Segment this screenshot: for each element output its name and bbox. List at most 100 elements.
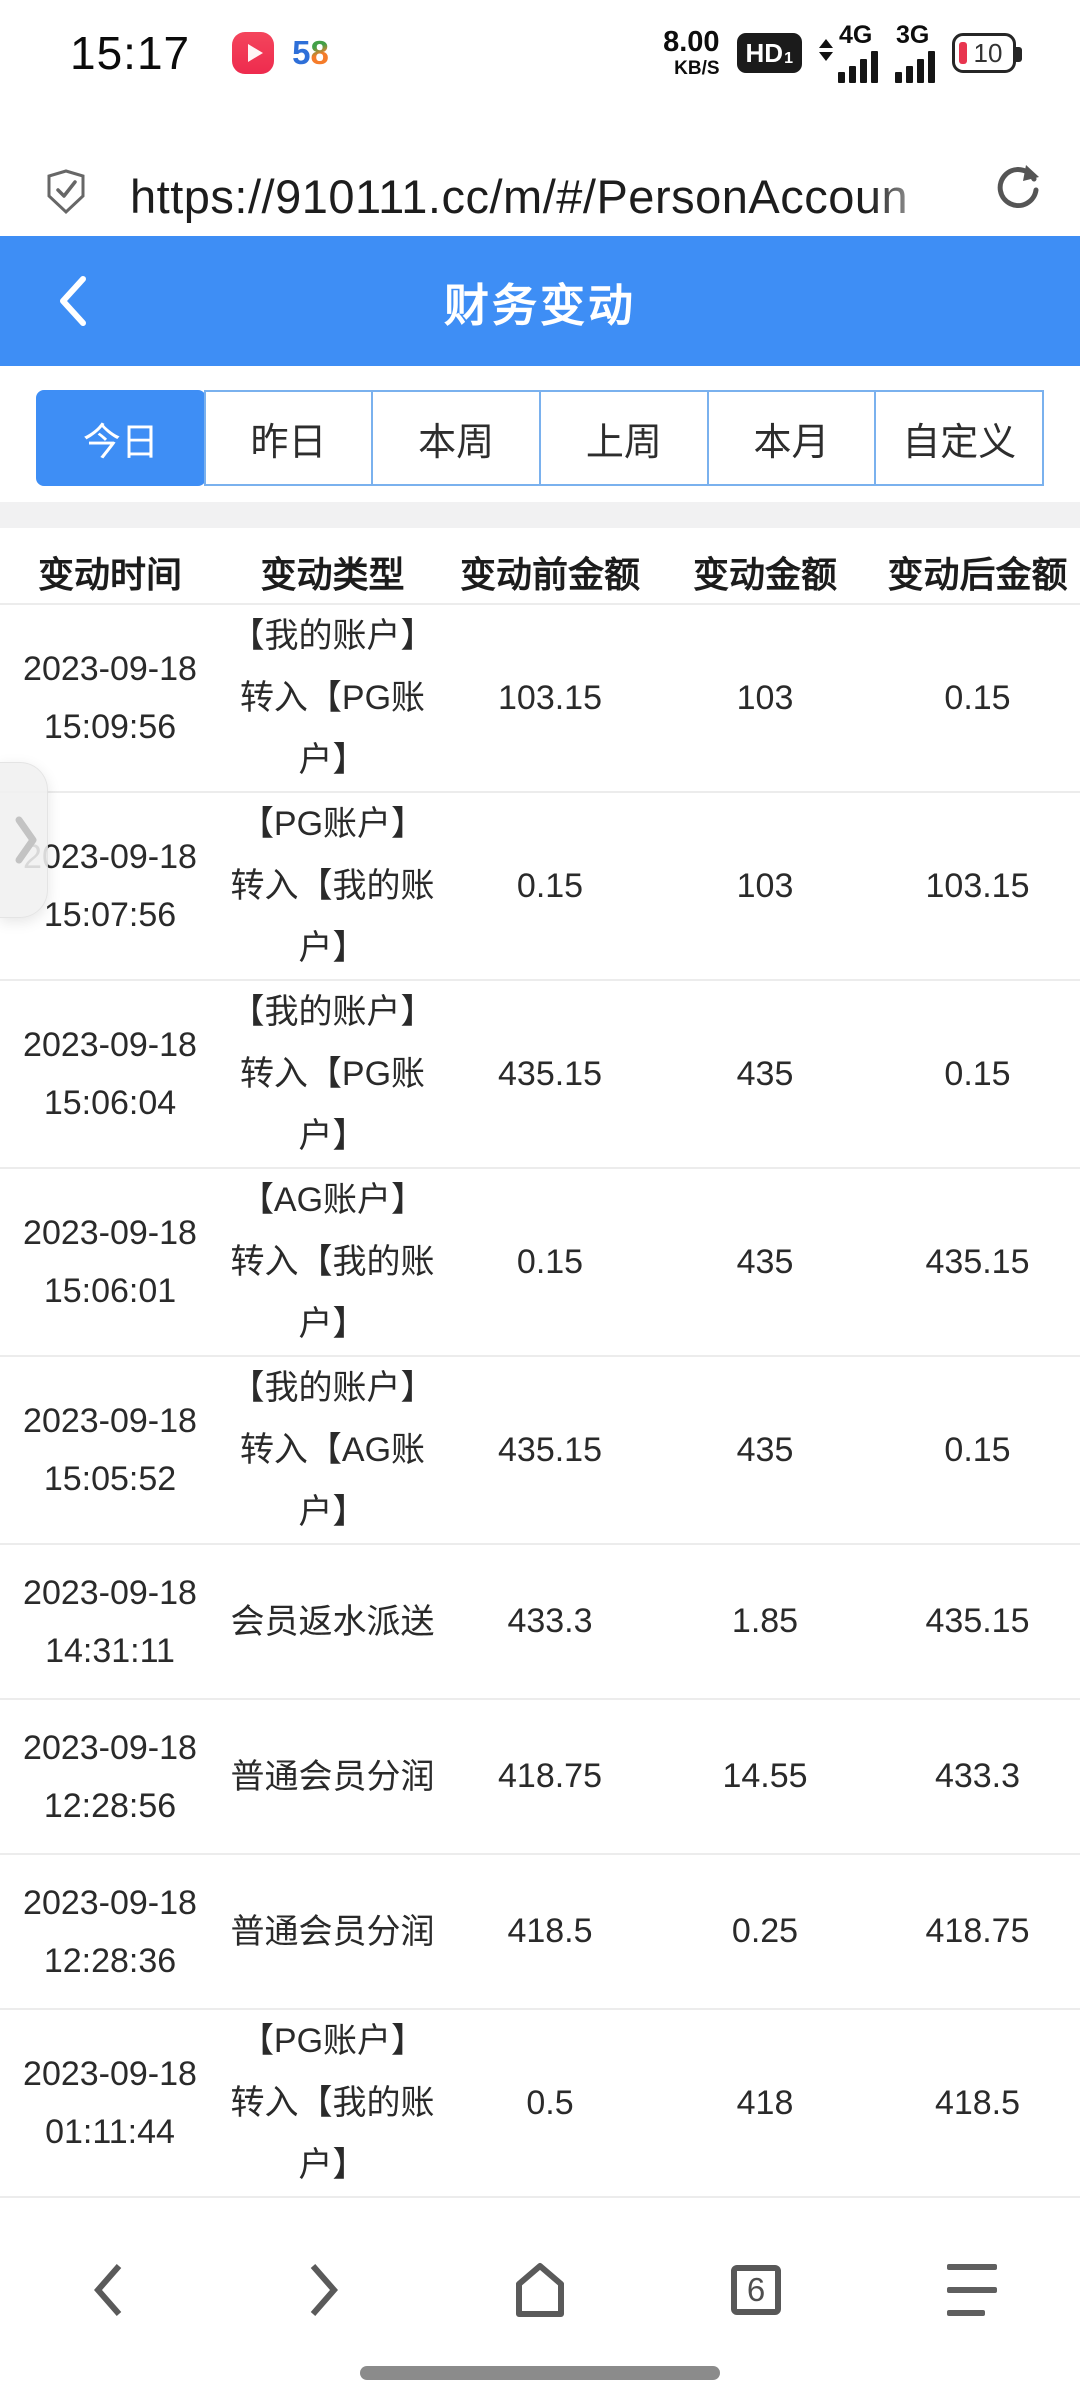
app-badge-58: 58 [292,34,329,71]
row-change-type: 【我的账户】转入【PG账户】 [230,617,435,779]
filter-tab[interactable]: 本月 [706,390,877,486]
row-change-type: 【AG账户】转入【我的账户】 [230,1181,435,1343]
browser-url-bar[interactable]: https://910111.cc/m/#/PersonAccoun [0,96,1080,236]
row-date: 2023-09-18 [23,1573,197,1612]
table-row: 2023-09-18 15:07:56 【PG账户】转入【我的账户】 0.15 … [0,793,1080,981]
browser-bottom-nav: 6 [0,2235,1080,2400]
column-header-before-amount: 变动前金额 [459,553,640,595]
row-amount-change: 0.25 [731,1912,799,1950]
row-change-type: 普通会员分润 [230,1912,435,1951]
row-amount-change: 435 [736,1430,794,1469]
row-timestamp: 15:09:56 [43,708,177,746]
nav-menu-button[interactable] [864,2264,1080,2316]
row-timestamp: 15:06:01 [43,1272,177,1310]
column-header-after-amount: 变动后金额 [887,553,1068,595]
network-speed: 8.00 KB/S [663,26,720,79]
row-amount-before: 435.15 [498,1430,602,1469]
row-timestamp: 01:11:44 [45,2113,175,2151]
table-row: 2023-09-18 15:09:56 【我的账户】转入【PG账户】 103.1… [0,605,1080,793]
row-amount-change: 435 [736,1054,794,1093]
row-amount-before: 103.15 [498,678,602,717]
nav-home-button[interactable] [432,2262,648,2318]
column-header-change-amount: 变动金额 [692,553,837,595]
row-amount-after: 418.5 [934,2083,1021,2122]
row-timestamp: 15:06:04 [43,1084,177,1122]
column-header-time: 变动时间 [37,553,182,595]
column-header-type: 变动类型 [260,553,405,595]
nav-forward-button[interactable] [216,2261,432,2319]
nav-tabs-button[interactable]: 6 [648,2265,864,2315]
row-change-type: 会员返水派送 [230,1602,435,1641]
row-time-cell: 2023-09-18 15:06:01 [0,1204,220,1320]
status-icons-cluster: 8.00 KB/S HD 1 4G 3G 10 [663,23,1022,83]
site-security-shield-icon[interactable] [46,169,86,220]
table-row: 2023-09-18 01:11:44 【PG账户】转入【我的账户】 0.5 4… [0,2010,1080,2198]
row-time-cell: 2023-09-18 12:28:56 [0,1719,220,1835]
row-amount-after: 0.15 [944,1430,1011,1469]
clock: 15:17 [70,27,191,79]
table-row: 2023-09-18 12:28:36 普通会员分润 418.5 0.25 41… [0,1855,1080,2010]
page-header: 财务变动 [0,236,1080,366]
row-timestamp: 12:28:36 [43,1941,177,1980]
filter-tab[interactable]: 今日 [36,390,206,486]
row-date: 2023-09-18 [23,650,197,688]
back-icon[interactable] [52,272,92,335]
chevron-right-icon [310,2264,338,2316]
refresh-icon[interactable] [990,159,1044,218]
row-time-cell: 2023-09-18 12:28:36 [0,1874,220,1990]
transaction-list: 2023-09-18 15:09:56 【我的账户】转入【PG账户】 103.1… [0,605,1080,2198]
row-amount-change: 103 [736,866,794,905]
floating-sidebar-handle[interactable] [0,762,48,918]
table-header-row: 变动时间 变动类型 变动前金额 变动金额 变动后金额 [0,540,1080,605]
data-updown-arrows-icon [819,39,833,61]
date-filter-tabs: 今日 昨日 本周 上周 本月 自定义 [36,390,1045,486]
battery-icon: 10 [952,33,1022,73]
row-amount-before: 0.15 [516,866,584,905]
table-row: 2023-09-18 15:06:04 【我的账户】转入【PG账户】 435.1… [0,981,1080,1169]
row-amount-change: 14.55 [722,1757,808,1795]
chevron-right-icon [15,816,36,864]
row-amount-after: 433.3 [934,1757,1021,1795]
row-amount-before: 0.5 [526,2083,574,2122]
row-time-cell: 2023-09-18 15:07:56 [0,828,220,944]
row-time-cell: 2023-09-18 15:06:04 [0,1016,220,1132]
row-date: 2023-09-18 [23,2055,197,2093]
status-bar: 15:17 58 8.00 KB/S HD 1 4G 3G 10 [0,0,1080,96]
section-divider-strip [0,502,1080,528]
row-time-cell: 2023-09-18 01:11:44 [0,2045,220,2161]
table-row: 2023-09-18 14:31:11 会员返水派送 433.3 1.85 43… [0,1545,1080,1700]
signal-bars-icon [895,51,935,83]
row-amount-change: 418 [736,2083,794,2122]
row-date: 2023-09-18 [23,1728,197,1767]
row-amount-before: 418.75 [498,1757,602,1795]
url-text-container[interactable]: https://910111.cc/m/#/PersonAccoun [130,169,960,224]
row-change-type: 【PG账户】转入【我的账户】 [230,805,435,967]
filter-tab[interactable]: 本周 [371,390,542,486]
filter-tab[interactable]: 上周 [539,390,709,486]
signal-bars-icon [838,51,878,83]
chevron-left-icon [94,2264,122,2316]
table-row: 2023-09-18 15:05:52 【我的账户】转入【AG账户】 435.1… [0,1357,1080,1545]
row-amount-change: 1.85 [731,1602,799,1640]
row-timestamp: 14:31:11 [45,1631,175,1670]
url-text[interactable]: https://910111.cc/m/#/PersonAccoun [130,170,909,223]
row-change-type: 【我的账户】转入【AG账户】 [230,1369,435,1531]
sim2-signal-icon: 3G [895,23,935,83]
row-date: 2023-09-18 [23,838,197,876]
row-amount-before: 0.15 [516,1242,584,1281]
filter-tab[interactable]: 昨日 [203,390,374,486]
play-icon [247,44,263,62]
nav-back-button[interactable] [0,2261,216,2319]
row-amount-after: 435.15 [925,1242,1030,1281]
row-date: 2023-09-18 [23,1883,197,1922]
row-amount-change: 435 [736,1242,794,1281]
row-timestamp: 12:28:56 [43,1786,177,1825]
row-change-type: 【PG账户】转入【我的账户】 [230,2022,435,2184]
menu-icon [947,2264,997,2316]
row-amount-before: 435.15 [498,1054,602,1093]
row-timestamp: 15:05:52 [43,1460,177,1498]
row-amount-after: 0.15 [944,678,1011,717]
filter-tab[interactable]: 自定义 [874,390,1045,486]
row-time-cell: 2023-09-18 15:05:52 [0,1392,220,1508]
home-indicator-bar[interactable] [360,2366,720,2380]
